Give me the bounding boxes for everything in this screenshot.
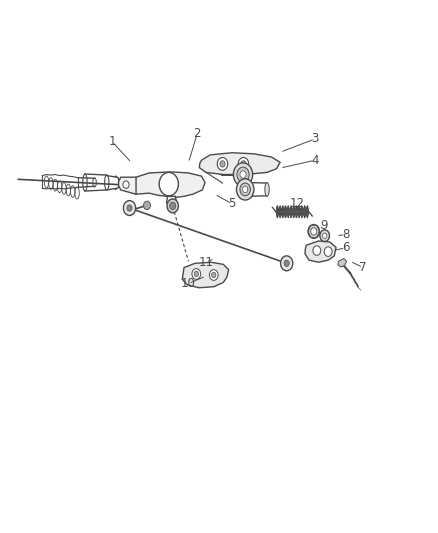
Circle shape — [237, 179, 254, 200]
Polygon shape — [338, 259, 346, 267]
Circle shape — [194, 271, 198, 277]
Polygon shape — [182, 262, 229, 288]
Text: 3: 3 — [311, 132, 319, 146]
Text: 6: 6 — [342, 241, 350, 254]
Circle shape — [243, 186, 248, 192]
Circle shape — [124, 200, 136, 215]
Circle shape — [313, 246, 321, 255]
Circle shape — [220, 161, 225, 167]
Circle shape — [322, 233, 327, 238]
Polygon shape — [132, 172, 205, 197]
Circle shape — [159, 172, 178, 196]
Circle shape — [233, 163, 253, 186]
Circle shape — [170, 202, 176, 209]
Circle shape — [240, 171, 246, 178]
Text: 8: 8 — [342, 228, 349, 241]
Ellipse shape — [265, 182, 269, 196]
Circle shape — [324, 247, 332, 256]
Circle shape — [217, 158, 228, 170]
Circle shape — [311, 228, 317, 235]
Circle shape — [123, 181, 129, 188]
Circle shape — [127, 205, 132, 211]
Text: 4: 4 — [311, 154, 319, 167]
Text: 2: 2 — [194, 127, 201, 140]
Circle shape — [240, 183, 251, 196]
Circle shape — [237, 167, 249, 182]
Circle shape — [320, 230, 329, 241]
Text: 11: 11 — [198, 256, 213, 269]
Polygon shape — [305, 241, 336, 262]
Circle shape — [192, 269, 201, 279]
Circle shape — [209, 270, 218, 280]
Polygon shape — [166, 196, 177, 206]
Text: 7: 7 — [359, 261, 367, 274]
Circle shape — [167, 199, 178, 213]
Polygon shape — [199, 153, 280, 174]
Circle shape — [212, 272, 216, 278]
Text: 5: 5 — [228, 197, 236, 211]
Circle shape — [281, 256, 293, 271]
Polygon shape — [276, 205, 309, 218]
Circle shape — [144, 201, 150, 209]
Text: 9: 9 — [320, 219, 328, 231]
Circle shape — [238, 158, 249, 170]
Text: 10: 10 — [181, 277, 196, 290]
Polygon shape — [119, 177, 136, 194]
Circle shape — [284, 260, 289, 266]
Text: 1: 1 — [108, 135, 116, 148]
Circle shape — [241, 161, 246, 167]
Circle shape — [308, 224, 319, 238]
Text: 12: 12 — [290, 197, 305, 211]
